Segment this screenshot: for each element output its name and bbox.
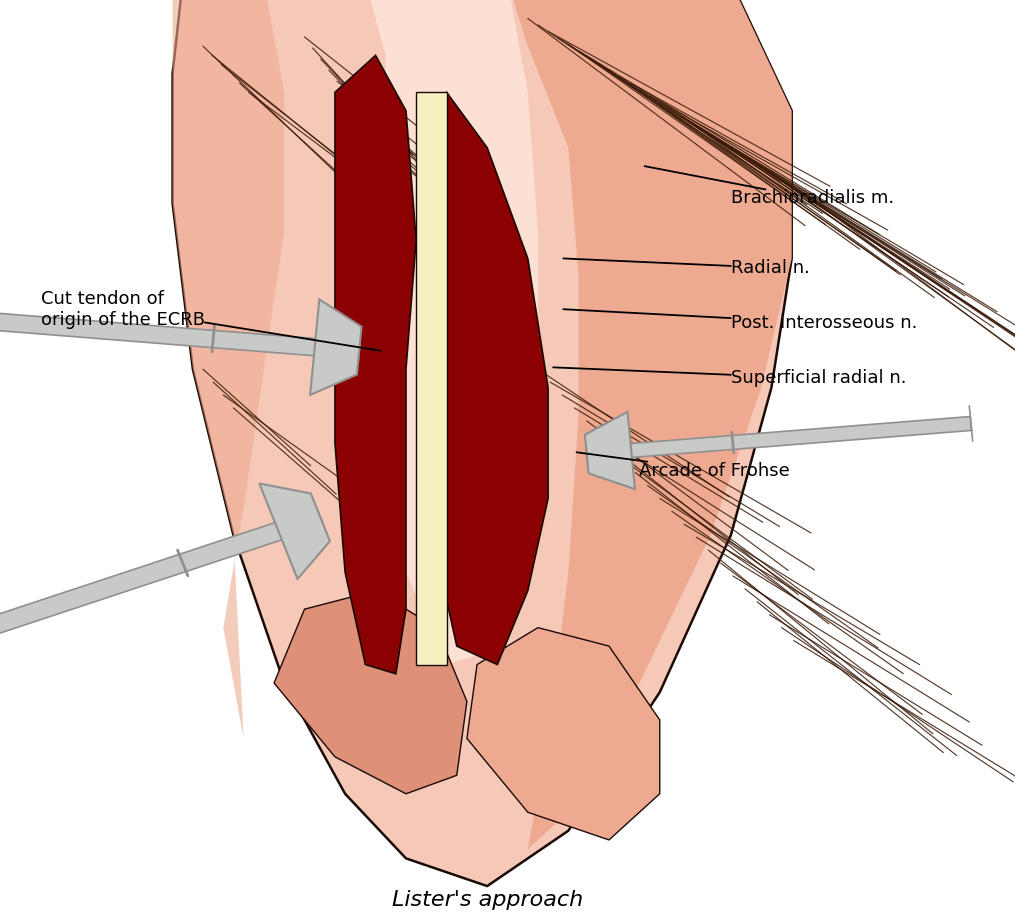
- Polygon shape: [173, 0, 284, 738]
- Text: Superficial radial n.: Superficial radial n.: [553, 367, 906, 388]
- Text: Brachioradialis m.: Brachioradialis m.: [645, 166, 894, 208]
- Polygon shape: [274, 591, 467, 794]
- Polygon shape: [0, 509, 324, 646]
- Polygon shape: [508, 0, 792, 849]
- Polygon shape: [0, 311, 360, 359]
- Polygon shape: [260, 484, 330, 579]
- Polygon shape: [467, 628, 660, 840]
- Text: Post. interosseous n.: Post. interosseous n.: [563, 309, 918, 332]
- Polygon shape: [416, 92, 447, 665]
- Polygon shape: [365, 0, 538, 665]
- Polygon shape: [335, 55, 416, 674]
- Polygon shape: [173, 0, 792, 886]
- Text: Arcade of Frohse: Arcade of Frohse: [577, 452, 791, 480]
- Polygon shape: [586, 416, 971, 461]
- Polygon shape: [311, 299, 361, 395]
- Text: Cut tendon of
origin of the ECRB: Cut tendon of origin of the ECRB: [41, 290, 381, 351]
- Text: Radial n.: Radial n.: [563, 258, 810, 277]
- Polygon shape: [585, 412, 635, 489]
- Polygon shape: [426, 92, 548, 665]
- Text: Lister's approach: Lister's approach: [392, 890, 583, 910]
